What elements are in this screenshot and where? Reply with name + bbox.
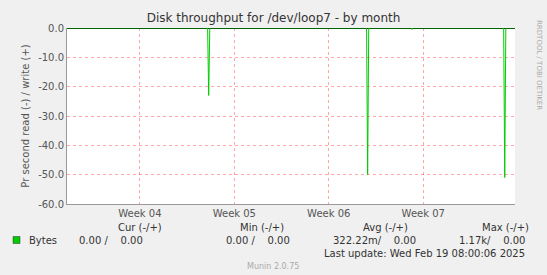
svg-text:-30.0: -30.0 <box>38 111 64 122</box>
svg-text:Pr second read (-) / write (+): Pr second read (-) / write (+) <box>20 44 31 187</box>
svg-text:Week 04: Week 04 <box>118 208 161 219</box>
svg-text:Max (-/+): Max (-/+) <box>482 222 529 233</box>
svg-text:-50.0: -50.0 <box>38 169 64 180</box>
svg-text:-10.0: -10.0 <box>38 52 64 63</box>
svg-text:Avg (-/+): Avg (-/+) <box>363 222 408 233</box>
svg-text:0.00 / 0.00: 0.00 / 0.00 <box>226 235 290 246</box>
svg-text:0.0: 0.0 <box>48 23 64 34</box>
svg-text:RRDTOOL / TOBI OETIKER: RRDTOOL / TOBI OETIKER <box>535 20 543 110</box>
svg-text:Disk throughput for /dev/loop7: Disk throughput for /dev/loop7 - by mont… <box>147 11 401 25</box>
svg-text:-20.0: -20.0 <box>38 81 64 92</box>
svg-text:Bytes: Bytes <box>29 235 57 246</box>
svg-text:0.00 / 0.00: 0.00 / 0.00 <box>79 235 143 246</box>
svg-text:-60.0: -60.0 <box>38 199 64 210</box>
svg-text:Week 07: Week 07 <box>402 208 445 219</box>
svg-text:322.22m/ 0.00: 322.22m/ 0.00 <box>333 235 416 246</box>
svg-text:-40.0: -40.0 <box>38 140 64 151</box>
svg-text:Week 05: Week 05 <box>213 208 256 219</box>
svg-text:Week 06: Week 06 <box>307 208 350 219</box>
svg-text:Cur (-/+): Cur (-/+) <box>118 222 162 233</box>
svg-text:Munin 2.0.75: Munin 2.0.75 <box>247 262 299 271</box>
svg-text:1.17k/ 0.00: 1.17k/ 0.00 <box>459 235 525 246</box>
svg-text:Last update: Wed Feb 19 08:00:: Last update: Wed Feb 19 08:00:06 2025 <box>324 248 525 259</box>
svg-text:Min (-/+): Min (-/+) <box>240 222 284 233</box>
